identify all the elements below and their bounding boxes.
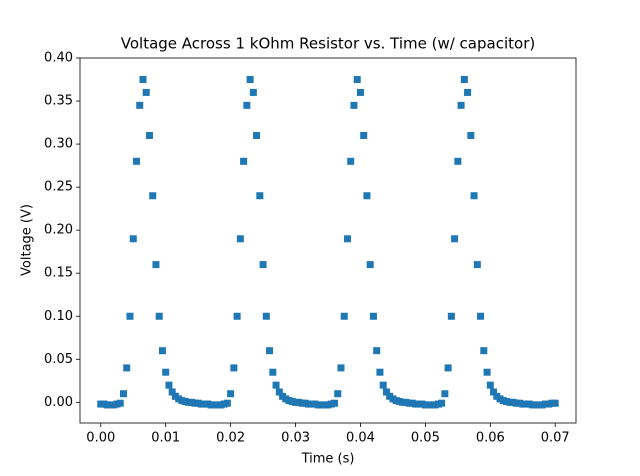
point [467,131,475,139]
point [243,101,251,109]
point [356,88,364,96]
x-tick-label: 0.05 [411,431,440,446]
point [483,368,491,376]
y-tick-label: 0.05 [44,352,73,367]
point [119,390,127,398]
point [363,192,371,200]
point [473,261,481,269]
point [266,347,274,355]
point [240,157,248,165]
point [330,399,338,407]
x-tick-label: 0.02 [216,431,245,446]
point [337,364,345,372]
point [441,390,449,398]
point [470,192,478,200]
x-tick-label: 0.01 [151,431,180,446]
point [340,312,348,320]
point [464,88,472,96]
point [360,131,368,139]
point [139,76,147,84]
point [249,88,257,96]
point [275,388,283,396]
point [551,399,559,407]
point [353,76,361,84]
point [454,157,462,165]
point [382,388,390,396]
x-tick-label: 0.00 [86,431,115,446]
point [347,157,355,165]
point [438,399,446,407]
point [246,76,254,84]
y-tick-label: 0.20 [44,223,73,238]
point [444,364,452,372]
point [126,312,134,320]
point [477,312,485,320]
point [447,312,455,320]
point [480,347,488,355]
point [269,368,277,376]
point [451,235,459,243]
point [145,131,153,139]
point [343,235,351,243]
y-tick-label: 0.10 [44,309,73,324]
point [350,101,358,109]
point [155,312,163,320]
point [116,399,124,407]
point [334,390,342,398]
point [158,347,166,355]
x-tick-label: 0.06 [476,431,505,446]
x-axis-label: Time (s) [301,452,355,467]
y-tick-label: 0.30 [44,137,73,152]
point [253,131,261,139]
x-tick-label: 0.04 [346,431,375,446]
point [256,192,264,200]
point [272,381,280,389]
point [223,399,231,407]
point [230,364,238,372]
y-tick-label: 0.40 [44,51,73,66]
point [236,235,244,243]
point [168,388,176,396]
point [123,364,131,372]
point [486,381,494,389]
y-tick-label: 0.15 [44,266,73,281]
point [165,381,173,389]
point [149,192,157,200]
point [227,390,235,398]
x-tick-label: 0.03 [281,431,310,446]
point [233,312,241,320]
y-tick-label: 0.35 [44,94,73,109]
plot-frame [79,57,577,424]
point [369,312,377,320]
point [490,388,498,396]
point [366,261,374,269]
point [136,101,144,109]
point [262,312,270,320]
x-tick-label: 0.07 [541,431,570,446]
point [376,368,384,376]
point [460,76,468,84]
y-axis-label: Voltage (V) [20,204,35,276]
point [259,261,267,269]
point [129,235,137,243]
point [373,347,381,355]
point [379,381,387,389]
point [152,261,160,269]
point [142,88,150,96]
point [132,157,140,165]
y-tick-label: 0.25 [44,180,73,195]
point [457,101,465,109]
point [162,368,170,376]
chart-title: Voltage Across 1 kOhm Resistor vs. Time … [121,35,535,53]
y-tick-label: 0.00 [44,395,73,410]
